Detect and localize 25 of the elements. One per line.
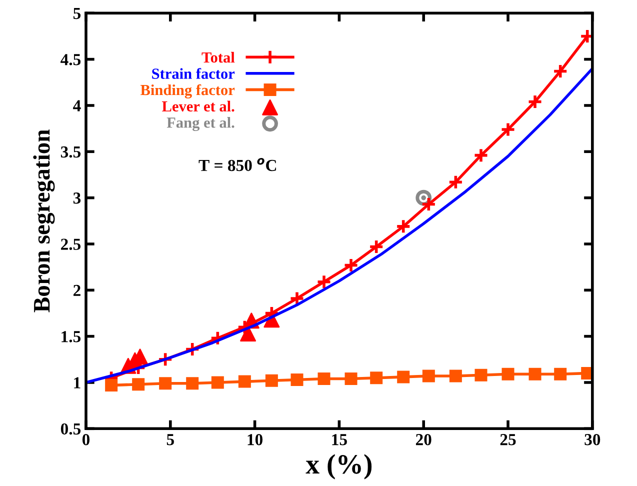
y-tick-label: 1.5 [62,331,81,342]
y-tick-label: 2.5 [61,238,81,250]
x-tick-label: 30 [584,434,600,446]
y-axis-title: Boron segregation [33,130,55,312]
y-tick-label: 0.5 [60,423,81,435]
y-tick-label: 2 [74,284,80,296]
y-tick-label: 5 [73,8,81,20]
x-tick-label: 25 [500,434,516,446]
x-tick-label: 20 [416,434,432,446]
y-tick-label: 4.5 [60,54,81,66]
x-tick-label: 0 [82,434,90,446]
y-tick-label: 3.5 [60,146,81,158]
legend-label: Lever et al. [162,100,234,112]
y-tick-label: 4 [73,100,81,112]
annotation: T = 850 $^{o}$C [198,158,276,172]
x-tick-label: 5 [166,434,174,446]
legend-label: Total [202,52,235,63]
x-axis-title: x (%) [306,454,372,480]
legend-label: Binding factor [140,84,235,98]
x-tick-label: 10 [248,434,262,446]
legend-label: Strain factor [152,68,235,79]
x-tick-label: 15 [332,434,347,446]
y-tick-label: 1 [74,377,80,388]
y-tick-label: 3 [73,192,81,204]
legend-label: Fang et al. [166,117,234,132]
